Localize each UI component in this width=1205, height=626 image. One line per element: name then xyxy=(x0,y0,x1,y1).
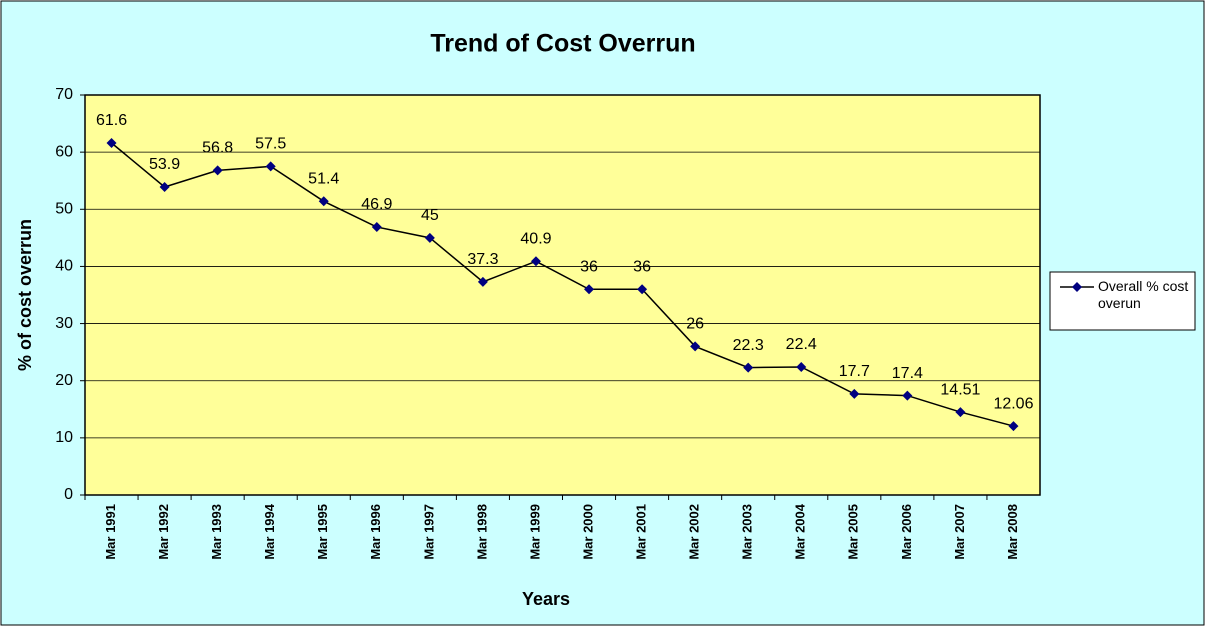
y-tick-label: 0 xyxy=(64,486,73,503)
y-tick-label: 10 xyxy=(55,429,73,446)
series-line xyxy=(111,142,1014,427)
data-point xyxy=(955,407,966,418)
data-point xyxy=(265,161,276,172)
data-label: 17.7 xyxy=(839,363,870,380)
legend-marker xyxy=(1072,282,1082,292)
data-point xyxy=(1008,421,1019,432)
data-point xyxy=(106,138,117,148)
x-tick-label: Mar 1993 xyxy=(209,504,224,560)
data-point xyxy=(159,182,170,192)
data-point xyxy=(743,362,754,373)
data-label: 45 xyxy=(421,207,439,224)
x-tick-label: Mar 1994 xyxy=(262,503,277,559)
data-label: 26 xyxy=(686,316,704,333)
data-point xyxy=(584,284,595,295)
chart-title: Trend of Cost Overrun xyxy=(430,30,695,58)
data-point xyxy=(796,362,807,372)
x-tick-label: Mar 1995 xyxy=(315,504,330,560)
y-tick-label: 50 xyxy=(55,201,73,218)
data-label: 40.9 xyxy=(520,231,551,248)
data-point xyxy=(530,256,541,267)
x-tick-label: Mar 2007 xyxy=(952,504,967,560)
x-tick-label: Mar 1991 xyxy=(103,504,118,560)
x-tick-label: Mar 1992 xyxy=(156,504,171,560)
data-label: 22.3 xyxy=(733,337,764,354)
data-label: 37.3 xyxy=(467,251,498,268)
data-label: 46.9 xyxy=(361,196,392,213)
data-label: 36 xyxy=(633,259,651,276)
y-tick-label: 70 xyxy=(55,86,73,103)
y-tick-label: 60 xyxy=(55,143,73,160)
x-tick-label: Mar 2002 xyxy=(687,504,702,560)
y-tick-label: 40 xyxy=(55,258,73,275)
data-label: 57.5 xyxy=(255,136,286,153)
data-label: 56.8 xyxy=(202,140,233,157)
y-tick-label: 20 xyxy=(55,372,73,389)
data-label: 17.4 xyxy=(892,365,923,382)
data-point xyxy=(318,196,329,207)
x-tick-label: Mar 2003 xyxy=(740,504,755,560)
data-point xyxy=(637,284,648,295)
data-label: 12.06 xyxy=(993,395,1033,412)
data-label: 36 xyxy=(580,259,598,276)
x-tick-label: Mar 2000 xyxy=(580,504,595,560)
x-tick-label: Mar 2008 xyxy=(1005,504,1020,560)
data-label: 53.9 xyxy=(149,156,180,173)
x-tick-label: Mar 2005 xyxy=(846,504,861,560)
x-axis-title: Years xyxy=(522,589,570,609)
data-point xyxy=(690,341,701,352)
x-tick-label: Mar 2004 xyxy=(793,503,808,559)
data-point xyxy=(212,165,223,176)
data-label: 51.4 xyxy=(308,171,339,188)
data-label: 61.6 xyxy=(96,112,127,129)
data-label: 22.4 xyxy=(786,336,817,353)
plot-area xyxy=(84,94,1041,496)
x-tick-label: Mar 1998 xyxy=(474,504,489,560)
x-tick-label: Mar 1997 xyxy=(421,504,436,560)
y-axis-title: % of cost overrun xyxy=(15,219,35,371)
x-tick-label: Mar 2001 xyxy=(634,504,649,560)
legend-box xyxy=(1049,271,1196,331)
data-point xyxy=(902,390,913,401)
data-point xyxy=(477,276,488,287)
x-tick-label: Mar 1999 xyxy=(527,504,542,560)
data-point xyxy=(849,388,860,399)
data-point xyxy=(424,232,435,243)
x-tick-label: Mar 1996 xyxy=(368,504,383,560)
y-tick-label: 30 xyxy=(55,315,73,332)
data-label: 14.51 xyxy=(940,381,980,398)
x-tick-label: Mar 2006 xyxy=(899,504,914,560)
data-point xyxy=(371,222,382,232)
legend-label: Overall % cost overun xyxy=(1098,278,1189,311)
